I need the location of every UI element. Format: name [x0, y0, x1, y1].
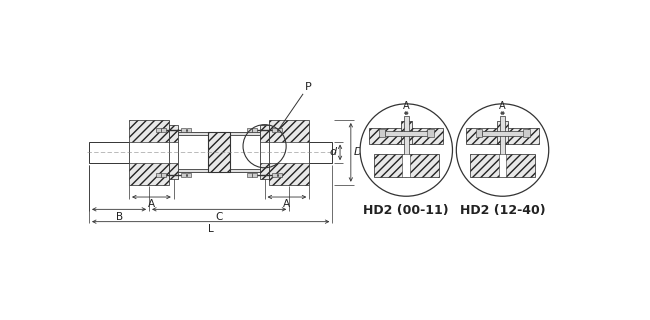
- Text: A: A: [283, 199, 291, 209]
- Bar: [161, 173, 166, 177]
- Text: HD2 (12-40): HD2 (12-40): [460, 204, 545, 217]
- Bar: [272, 173, 277, 177]
- Bar: [278, 173, 282, 177]
- Bar: [89, 141, 129, 163]
- Bar: [465, 129, 540, 144]
- Bar: [497, 121, 508, 144]
- Circle shape: [456, 104, 549, 196]
- Bar: [269, 141, 309, 163]
- Text: HNCCOUPLING: HNCCOUPLING: [151, 149, 276, 164]
- Bar: [272, 129, 277, 132]
- Text: A: A: [148, 199, 155, 209]
- Bar: [374, 154, 439, 177]
- Bar: [169, 141, 178, 163]
- Bar: [278, 129, 282, 132]
- Text: A: A: [499, 101, 506, 111]
- Bar: [404, 116, 409, 172]
- Bar: [523, 129, 530, 137]
- Bar: [169, 125, 178, 179]
- Bar: [260, 141, 269, 163]
- Bar: [181, 173, 186, 177]
- Bar: [470, 154, 535, 177]
- Text: d: d: [330, 147, 337, 157]
- Bar: [156, 129, 161, 132]
- Bar: [269, 120, 309, 185]
- Bar: [181, 129, 186, 132]
- Bar: [187, 173, 192, 177]
- Bar: [129, 141, 169, 163]
- Bar: [482, 131, 524, 136]
- Circle shape: [360, 104, 452, 196]
- Bar: [385, 131, 428, 136]
- Bar: [209, 132, 230, 172]
- Text: C: C: [216, 212, 223, 222]
- Text: L: L: [208, 224, 214, 234]
- Bar: [247, 129, 252, 132]
- Bar: [427, 129, 434, 137]
- Text: A: A: [403, 101, 410, 111]
- Bar: [309, 141, 332, 163]
- Bar: [476, 129, 482, 137]
- Text: P: P: [305, 82, 311, 92]
- Bar: [129, 120, 169, 185]
- Bar: [161, 129, 166, 132]
- Bar: [369, 129, 443, 144]
- Bar: [156, 173, 161, 177]
- Bar: [247, 173, 252, 177]
- Bar: [402, 154, 410, 177]
- Bar: [209, 132, 230, 172]
- Bar: [178, 135, 260, 169]
- Text: B: B: [116, 212, 123, 222]
- Bar: [252, 129, 257, 132]
- Bar: [187, 129, 192, 132]
- Bar: [252, 173, 257, 177]
- Bar: [401, 121, 411, 144]
- Bar: [380, 129, 385, 137]
- Bar: [500, 116, 505, 172]
- Bar: [260, 125, 269, 179]
- Bar: [499, 154, 506, 177]
- Bar: [178, 169, 260, 172]
- Text: D: D: [354, 147, 363, 157]
- Bar: [178, 132, 260, 135]
- Text: HD2 (00-11): HD2 (00-11): [363, 204, 449, 217]
